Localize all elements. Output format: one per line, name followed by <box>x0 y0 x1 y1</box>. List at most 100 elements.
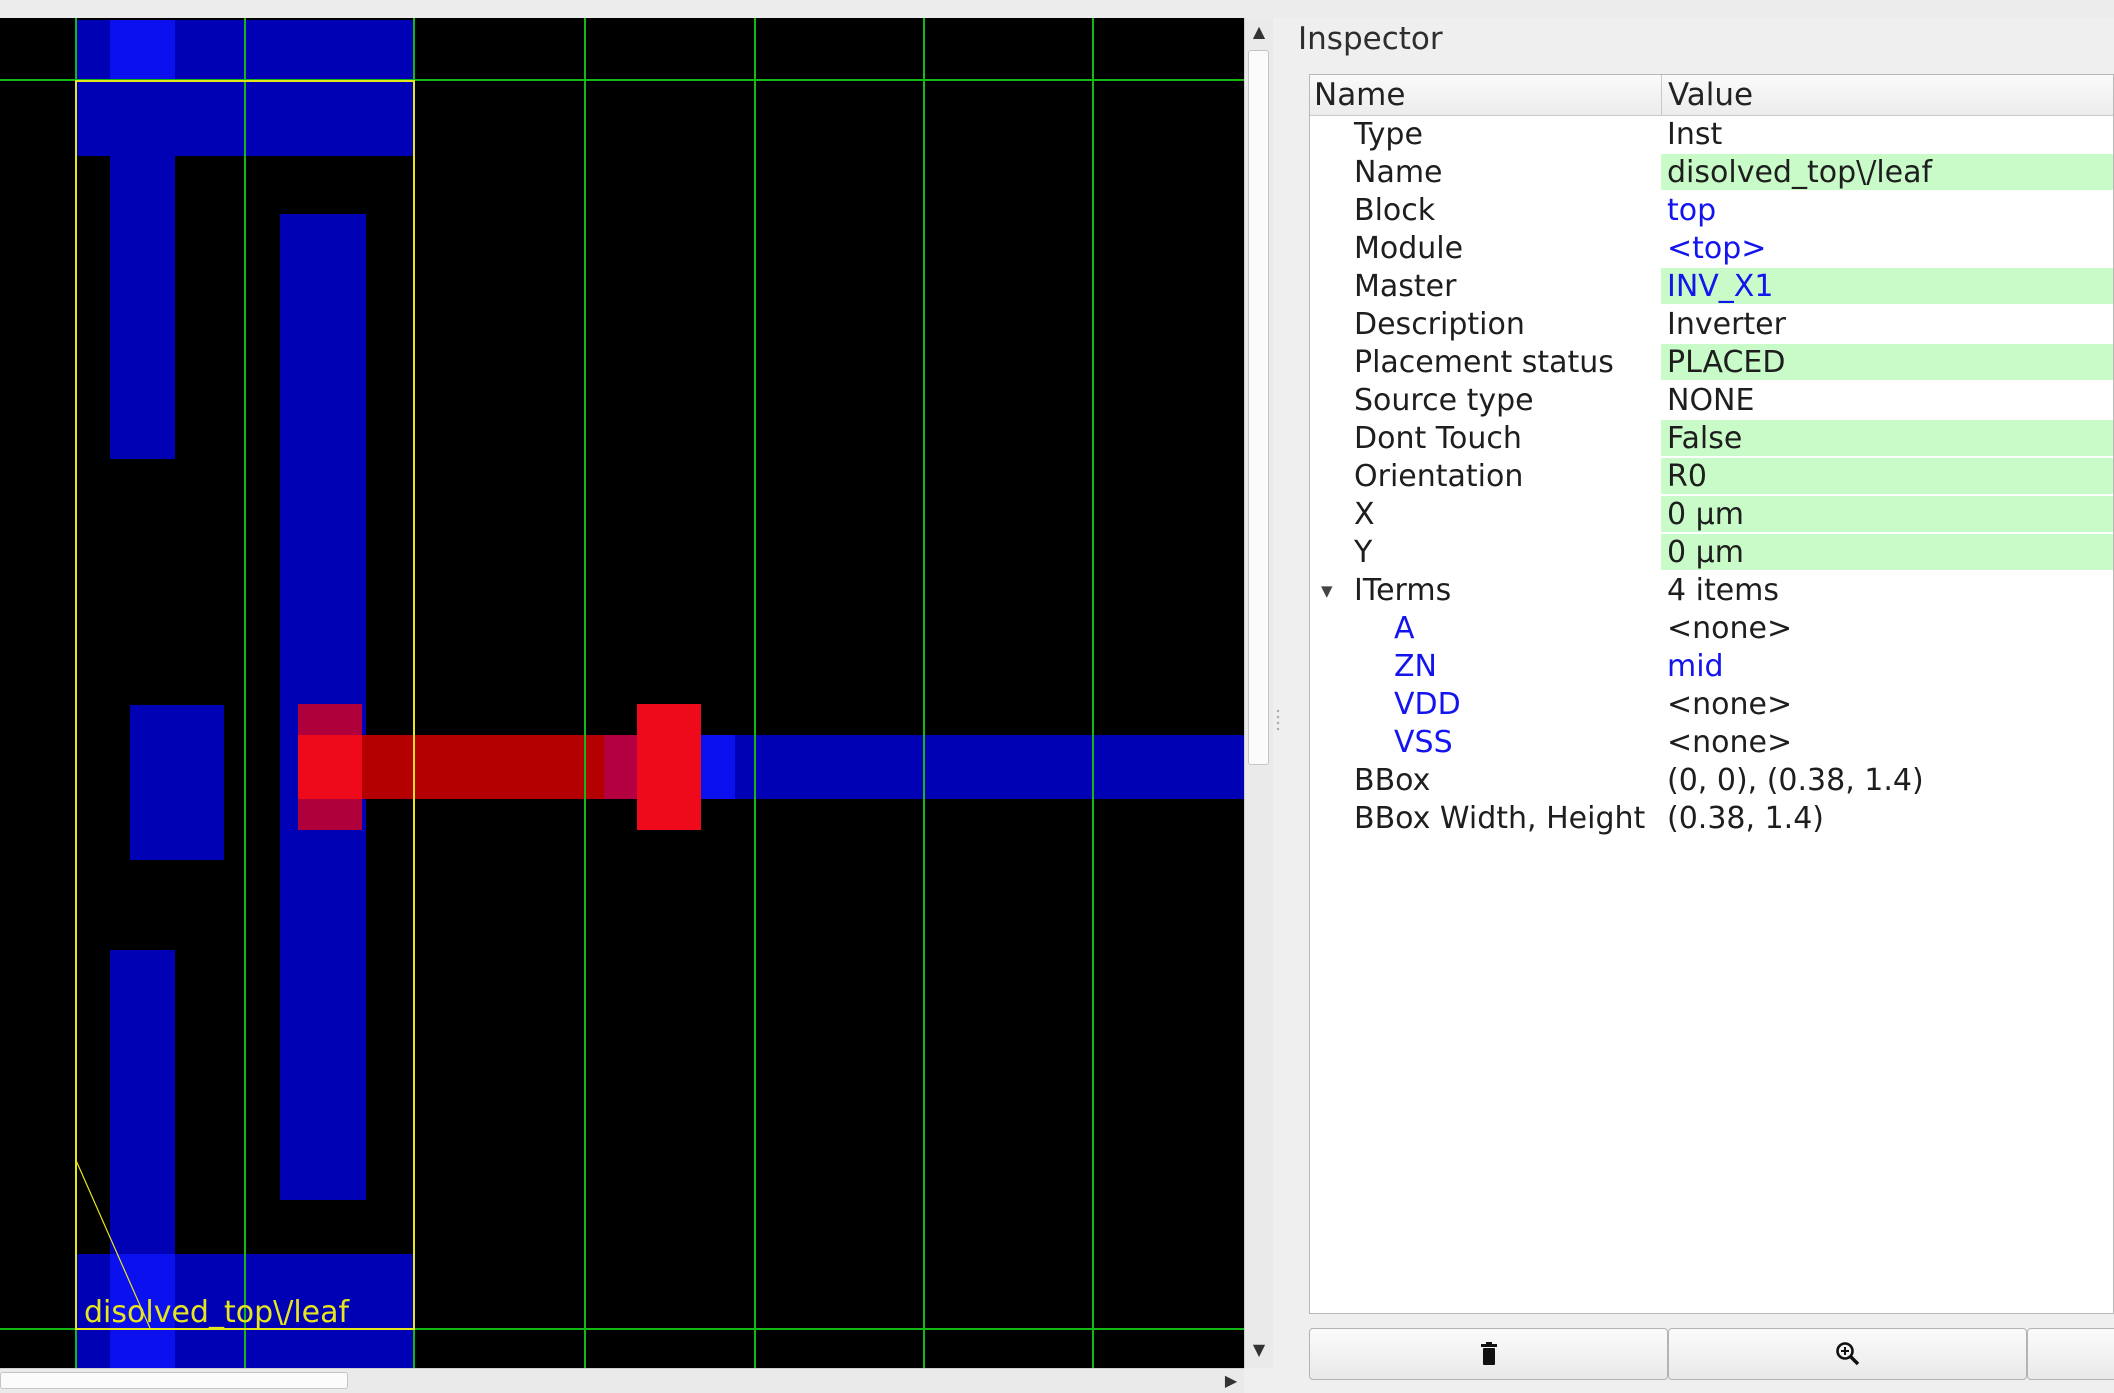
property-row-placement-status[interactable]: Placement status PLACED <box>1310 344 2113 382</box>
property-value: NONE <box>1667 383 1755 418</box>
top-edge <box>0 0 2114 19</box>
property-value: 4 items <box>1667 573 1780 608</box>
iterm-row-vss[interactable]: VSS <none> <box>1310 724 2113 762</box>
property-name: Orientation <box>1354 459 1524 494</box>
inspector-action-button[interactable] <box>2027 1328 2114 1380</box>
horizontal-scrollbar[interactable]: ▶ <box>0 1368 1244 1393</box>
property-value: Inverter <box>1667 307 1786 342</box>
property-name: Block <box>1354 193 1436 228</box>
metal1-vertical-left-upper <box>110 156 175 459</box>
scroll-right-arrow-icon[interactable]: ▶ <box>1224 1371 1238 1390</box>
instance-selection-box[interactable] <box>75 80 415 1330</box>
grid-line-v <box>923 18 925 1368</box>
property-value-editable[interactable]: PLACED <box>1661 344 2113 380</box>
property-name: Y <box>1354 535 1373 570</box>
property-row-master[interactable]: Master INV_X1 <box>1310 268 2113 306</box>
iterm-row-vdd[interactable]: VDD <none> <box>1310 686 2113 724</box>
property-row-module[interactable]: Module <top> <box>1310 230 2113 268</box>
property-name: Name <box>1354 155 1443 190</box>
property-value-editable[interactable]: R0 <box>1661 458 2113 494</box>
trash-icon <box>1480 1342 1497 1365</box>
inspector-title: Inspector <box>1298 21 1443 57</box>
property-name: Module <box>1354 231 1464 266</box>
property-value: <none> <box>1667 687 1793 722</box>
property-row-dont-touch[interactable]: Dont Touch False <box>1310 420 2113 458</box>
grid-line-h-bottom <box>0 1328 1244 1330</box>
metal1-vertical-left-lower <box>110 950 175 1270</box>
via-right-shadow <box>604 735 638 799</box>
grid-line-v <box>584 18 586 1368</box>
metal1-wire-right-bright <box>700 735 735 799</box>
grid-line-v <box>1092 18 1094 1368</box>
grid-line-v <box>754 18 756 1368</box>
property-value-editable[interactable]: False <box>1661 420 2113 456</box>
iterm-name-link[interactable]: A <box>1394 611 1415 646</box>
zoom-to-button[interactable] <box>1668 1328 2027 1380</box>
iterm-name-link[interactable]: VDD <box>1394 687 1461 722</box>
instance-orientation-marker <box>75 1158 151 1329</box>
via-left <box>298 735 362 799</box>
property-value-editable[interactable]: disolved_top\/leaf <box>1661 154 2113 190</box>
property-row-type[interactable]: Type Inst <box>1310 116 2113 154</box>
property-value-editable[interactable]: 0 µm <box>1661 496 2113 532</box>
property-row-block[interactable]: Block top <box>1310 192 2113 230</box>
property-name: Description <box>1354 307 1525 342</box>
property-value-link[interactable]: top <box>1667 193 1717 228</box>
metal1-pad-left <box>130 705 224 860</box>
property-row-description[interactable]: Description Inverter <box>1310 306 2113 344</box>
scroll-up-arrow-icon[interactable]: ▲ <box>1252 22 1266 41</box>
property-row-source-type[interactable]: Source type NONE <box>1310 382 2113 420</box>
column-header-value[interactable]: Value <box>1661 75 2113 115</box>
property-value-link[interactable]: <top> <box>1667 231 1767 266</box>
inspector-button-bar <box>1309 1328 2114 1380</box>
property-value-editable[interactable]: 0 µm <box>1661 534 2113 570</box>
scroll-down-arrow-icon[interactable]: ▼ <box>1252 1340 1266 1359</box>
property-row-y[interactable]: Y 0 µm <box>1310 534 2113 572</box>
tree-header: Name Value <box>1310 75 2113 116</box>
splitter-grip-icon <box>1276 708 1280 732</box>
property-name: ITerms <box>1354 573 1452 608</box>
expand-arrow-icon[interactable]: ▼ <box>1321 582 1333 600</box>
property-row-bbox-size[interactable]: BBox Width, Height (0.38, 1.4) <box>1310 800 2113 838</box>
property-row-bbox[interactable]: BBox (0, 0), (0.38, 1.4) <box>1310 762 2113 800</box>
iterm-name-link[interactable]: ZN <box>1394 649 1437 684</box>
zoom-in-icon <box>1835 1342 1859 1366</box>
property-value: Inst <box>1667 117 1723 152</box>
property-name: BBox <box>1354 763 1431 798</box>
panel-splitter[interactable] <box>1273 18 1283 1392</box>
property-value: <none> <box>1667 611 1793 646</box>
property-name: Master <box>1354 269 1457 304</box>
property-row-iterms[interactable]: ▼ ITerms 4 items <box>1310 572 2113 610</box>
layout-viewer[interactable]: disolved_top\/leaf <box>0 18 1244 1368</box>
property-name: Dont Touch <box>1354 421 1522 456</box>
property-tree[interactable]: Name Value Type Inst Name disolved_top\/… <box>1309 74 2114 1314</box>
delete-button[interactable] <box>1309 1328 1668 1380</box>
vertical-scrollbar[interactable]: ▲ ▼ <box>1244 18 1273 1368</box>
property-name: Source type <box>1354 383 1534 418</box>
horizontal-scroll-thumb[interactable] <box>0 1372 348 1389</box>
grid-line-h-top <box>0 79 1244 81</box>
property-row-x[interactable]: X 0 µm <box>1310 496 2113 534</box>
metal1-rail-top-bright <box>110 20 175 81</box>
property-value: (0.38, 1.4) <box>1667 801 1824 836</box>
property-value: <none> <box>1667 725 1793 760</box>
property-rows: Type Inst Name disolved_top\/leaf Block … <box>1310 116 2113 838</box>
property-value: (0, 0), (0.38, 1.4) <box>1667 763 1924 798</box>
vertical-scroll-thumb[interactable] <box>1248 50 1269 765</box>
iterm-name-link[interactable]: VSS <box>1394 725 1453 760</box>
grid-line-v <box>244 18 246 1368</box>
property-value-link[interactable]: INV_X1 <box>1661 268 2113 304</box>
property-name: Type <box>1354 117 1423 152</box>
property-row-orientation[interactable]: Orientation R0 <box>1310 458 2113 496</box>
via-right <box>637 704 701 830</box>
inspector-panel: Inspector Name Value Type Inst Name diso… <box>1283 18 2114 1392</box>
property-name: Placement status <box>1354 345 1614 380</box>
property-value-link[interactable]: mid <box>1667 649 1724 684</box>
property-name: BBox Width, Height <box>1354 801 1646 836</box>
column-header-name[interactable]: Name <box>1314 77 1406 113</box>
property-row-name[interactable]: Name disolved_top\/leaf <box>1310 154 2113 192</box>
instance-label: disolved_top\/leaf <box>84 1295 350 1330</box>
metal1-wire-right <box>700 735 1244 799</box>
iterm-row-zn[interactable]: ZN mid <box>1310 648 2113 686</box>
iterm-row-a[interactable]: A <none> <box>1310 610 2113 648</box>
